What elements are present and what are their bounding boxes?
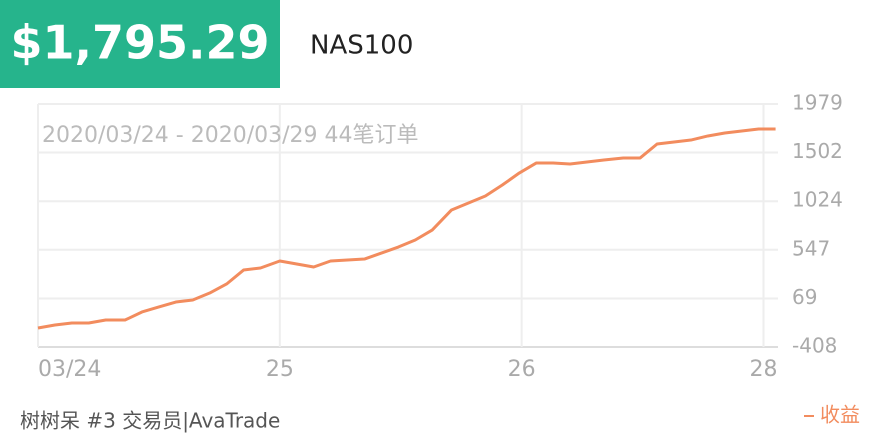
y-tick-label: -408	[792, 334, 837, 358]
y-tick-label: 547	[792, 236, 830, 260]
y-tick-label: 69	[792, 285, 817, 309]
x-tick-label: 03/24	[38, 357, 101, 382]
y-tick-label: 1979	[792, 91, 843, 115]
symbol: NAS100	[310, 31, 413, 61]
x-tick-label: 26	[508, 357, 536, 382]
x-tick-label: 28	[749, 357, 777, 382]
chart-subtitle: 2020/03/24 - 2020/03/29 44笔订单	[42, 123, 419, 148]
legend-label: 收益	[820, 403, 860, 427]
trader-info: 树树呆 #3 交易员|AvaTrade	[20, 409, 280, 433]
x-tick-label: 25	[266, 357, 294, 382]
line-series	[37, 127, 776, 330]
price-badge	[0, 0, 280, 88]
price: $1,795.29	[11, 16, 270, 70]
y-tick-label: 1024	[792, 188, 843, 212]
y-tick-label: 1502	[792, 139, 843, 163]
